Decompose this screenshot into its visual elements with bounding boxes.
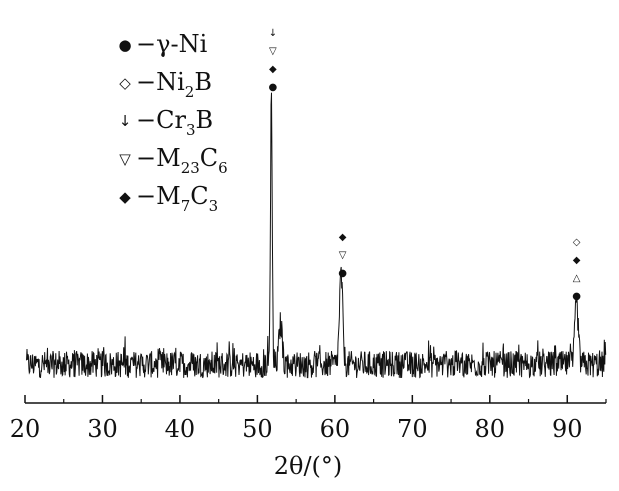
legend-item: ◇ −Ni2B: [119, 68, 212, 101]
x-tick-label: 70: [397, 415, 428, 443]
series-group: [26, 92, 607, 379]
filled-diamond-icon: ◆: [119, 188, 131, 206]
legend-item: ▽ −M23C6: [119, 144, 227, 177]
legend-item: ↓ −Cr3B: [119, 106, 213, 139]
peak-marker-symbol: ↓: [269, 28, 277, 39]
x-axis: 20 30 40 50 60 70 80 90: [10, 395, 607, 443]
peak-marker-symbol: ◆: [339, 232, 347, 243]
legend-label: −γ-Ni: [136, 30, 208, 58]
x-tick-label: 90: [552, 415, 583, 443]
filled-circle-icon: ●: [118, 36, 131, 54]
peak-marker-symbol: ▽: [269, 46, 277, 57]
open-diamond-icon: ◇: [119, 74, 131, 92]
legend-label: −Cr3B: [136, 106, 213, 139]
peak-marker-symbol: ◇: [573, 237, 581, 248]
xrd-series-line: [26, 92, 607, 379]
open-triangle-down-icon: ▽: [119, 150, 131, 168]
peak-marker-symbol: ◆: [269, 64, 277, 75]
legend-item: ◆ −M7C3: [119, 182, 218, 215]
legend: ● −γ-Ni◇ −Ni2B↓ −Cr3B▽ −M23C6◆ −M7C3: [118, 30, 227, 215]
legend-item: ● −γ-Ni: [118, 30, 207, 58]
peak-marker-symbol: ●: [269, 82, 278, 93]
peak-marker-symbol: ●: [338, 268, 347, 279]
x-tick-label: 60: [320, 415, 351, 443]
down-arrow-icon: ↓: [119, 112, 132, 130]
peak-markers: ↓▽◆●◆▽●◇◆△●: [269, 28, 582, 302]
x-axis-title: 2θ/(°): [274, 452, 343, 480]
peak-marker-symbol: ▽: [339, 250, 347, 261]
x-tick-label: 40: [165, 415, 196, 443]
legend-label: −M7C3: [136, 182, 218, 215]
x-tick-label: 50: [242, 415, 273, 443]
x-tick-label: 20: [10, 415, 41, 443]
peak-marker-symbol: ◆: [573, 255, 581, 266]
peak-marker-symbol: △: [573, 273, 581, 284]
legend-label: −Ni2B: [136, 68, 212, 101]
x-tick-label: 80: [475, 415, 506, 443]
x-tick-label: 30: [87, 415, 118, 443]
legend-label: −M23C6: [136, 144, 228, 177]
